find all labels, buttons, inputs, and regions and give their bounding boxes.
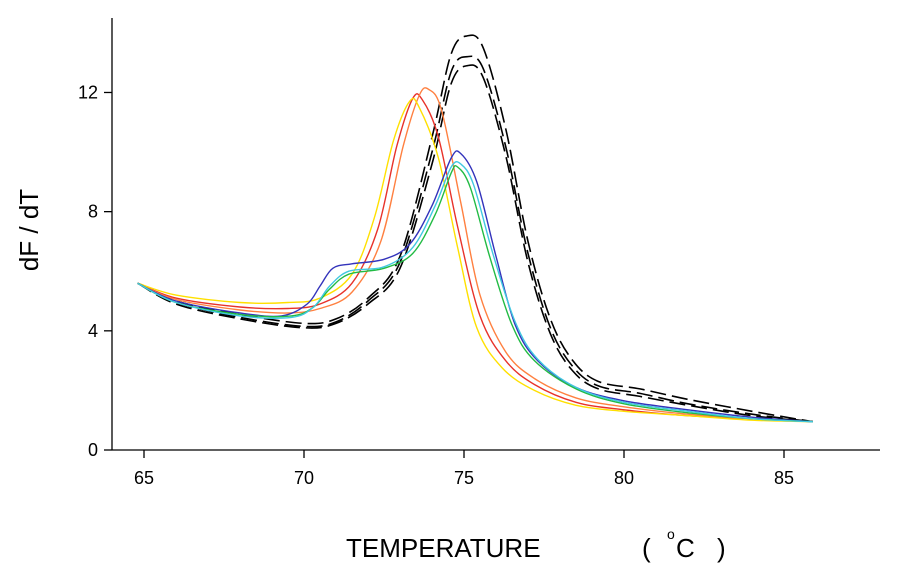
y-axis-title: dF / dT: [14, 189, 44, 271]
x-tick-label: 85: [774, 468, 794, 488]
series-line-7: [137, 150, 813, 423]
series-line-1: [137, 34, 813, 423]
y-tick-label: 4: [88, 321, 98, 341]
x-tick-label: 75: [454, 468, 474, 488]
x-axis-title-group: TEMPERATURE ( o C ): [346, 526, 726, 563]
x-axis-unit-degree: o: [667, 526, 675, 542]
ticks: 65 70 75 80 85 0 4 8 12: [78, 82, 794, 488]
x-axis-title: TEMPERATURE: [346, 533, 541, 563]
series-line-9: [137, 161, 813, 423]
series-line-6: [137, 97, 813, 423]
x-tick-label: 80: [614, 468, 634, 488]
series-line-2: [137, 55, 813, 423]
series-line-5: [137, 87, 813, 423]
series-line-4: [137, 93, 813, 423]
series-group: [137, 34, 813, 423]
y-tick-label: 8: [88, 202, 98, 222]
y-tick-label: 0: [88, 440, 98, 460]
x-axis-unit-open: (: [642, 533, 651, 563]
x-tick-label: 70: [294, 468, 314, 488]
x-axis-unit-c: C: [676, 533, 695, 563]
series-line-8: [137, 164, 813, 423]
y-tick-label: 12: [78, 82, 98, 102]
x-tick-label: 65: [134, 468, 154, 488]
axes: [111, 18, 880, 451]
x-axis-unit-close: ): [717, 533, 726, 563]
series-line-3: [137, 64, 813, 423]
